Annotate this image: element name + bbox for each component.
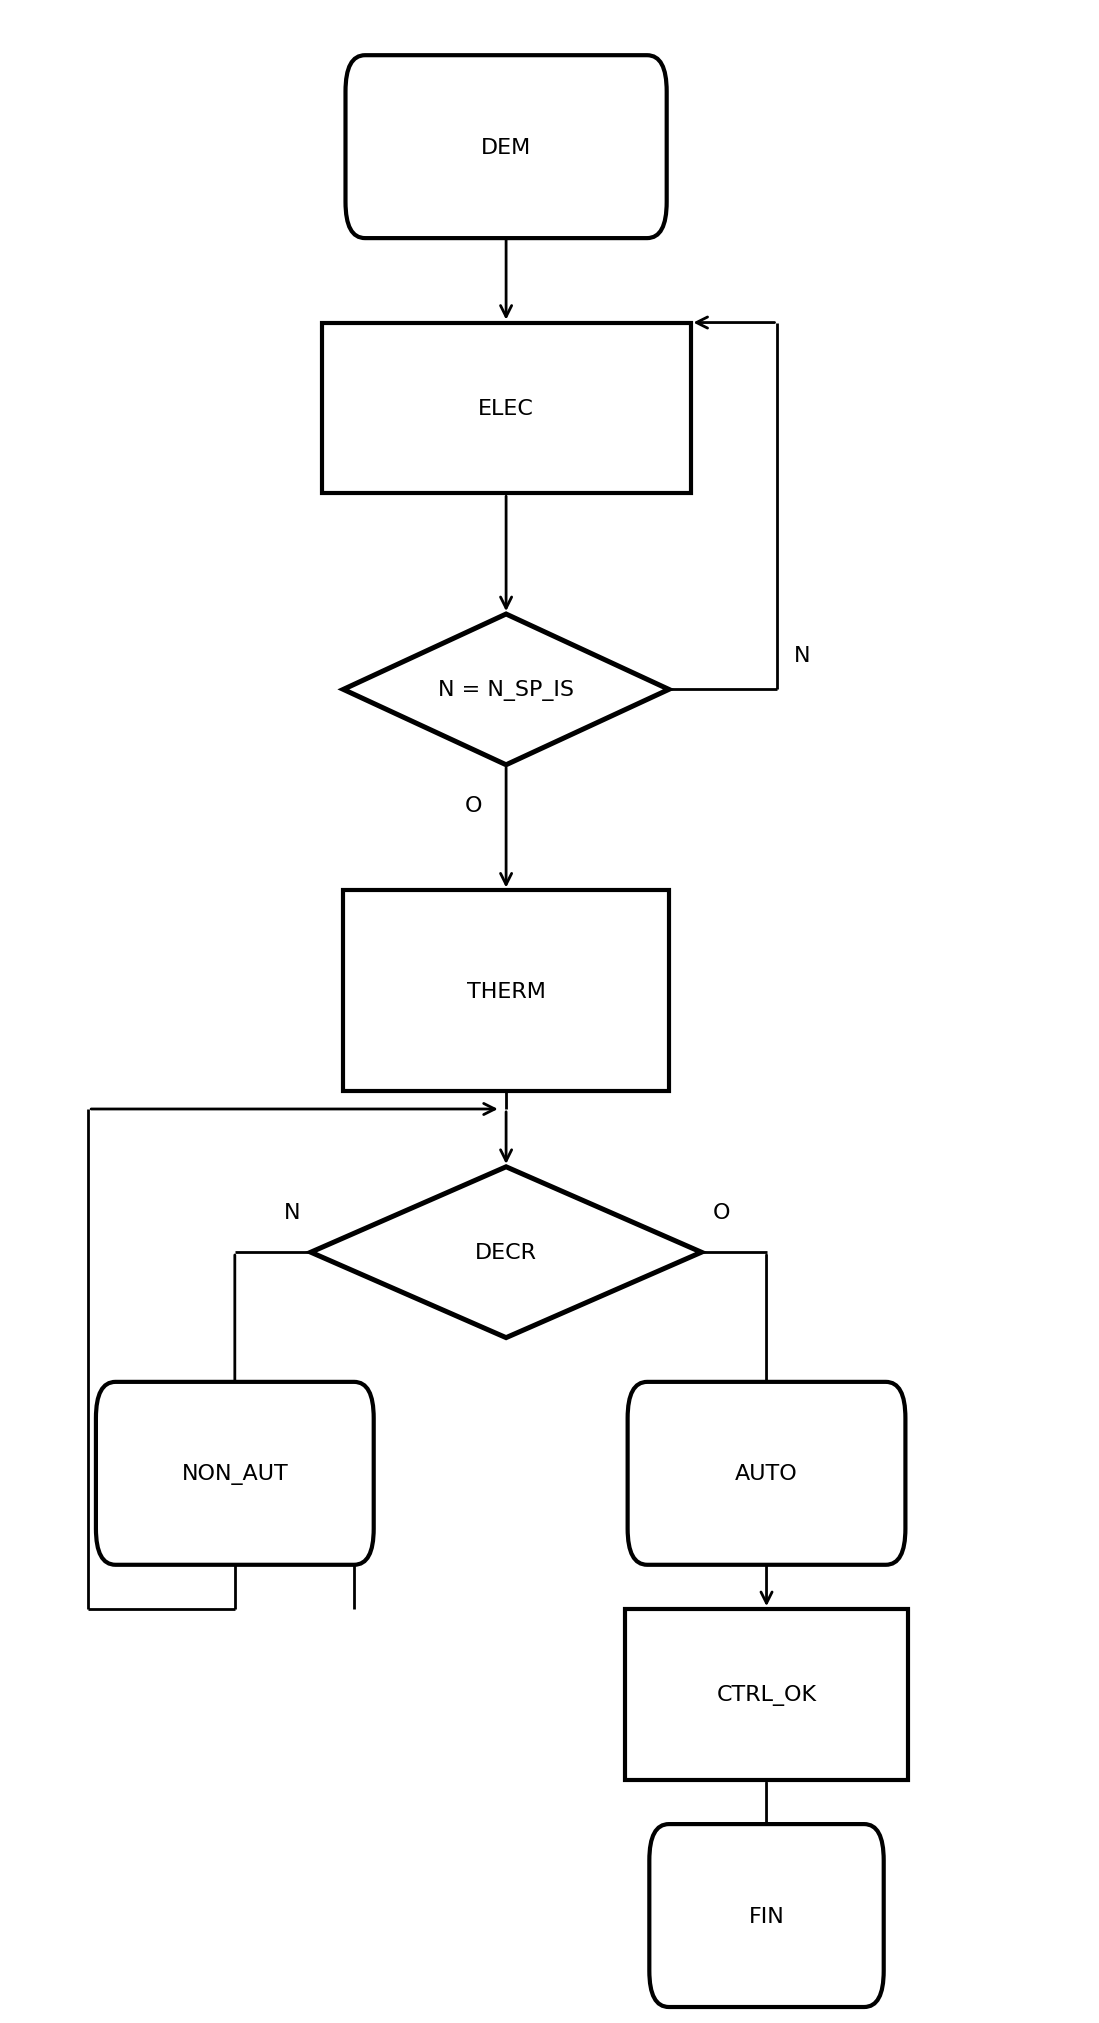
Polygon shape xyxy=(343,615,669,765)
Text: ELEC: ELEC xyxy=(478,399,534,419)
FancyBboxPatch shape xyxy=(628,1382,906,1566)
Text: O: O xyxy=(465,795,482,815)
Text: O: O xyxy=(712,1202,730,1222)
FancyBboxPatch shape xyxy=(345,57,667,239)
FancyBboxPatch shape xyxy=(96,1382,374,1566)
Text: CTRL_OK: CTRL_OK xyxy=(717,1683,817,1705)
Text: DECR: DECR xyxy=(475,1242,537,1262)
FancyBboxPatch shape xyxy=(650,1825,884,2007)
Bar xyxy=(625,1608,908,1780)
Text: N: N xyxy=(284,1202,300,1222)
Text: N: N xyxy=(793,645,810,666)
Text: AUTO: AUTO xyxy=(735,1463,798,1483)
Text: NON_AUT: NON_AUT xyxy=(181,1463,288,1485)
Polygon shape xyxy=(311,1167,701,1337)
Bar xyxy=(343,890,669,1092)
Text: N = N_SP_IS: N = N_SP_IS xyxy=(439,680,574,700)
Bar xyxy=(322,324,690,494)
Text: DEM: DEM xyxy=(481,138,531,158)
Text: FIN: FIN xyxy=(748,1906,785,1926)
Text: THERM: THERM xyxy=(467,981,545,1001)
